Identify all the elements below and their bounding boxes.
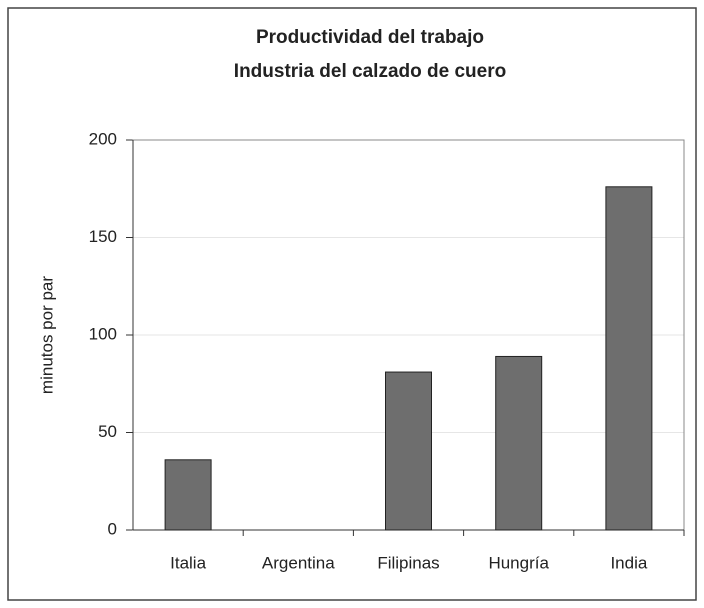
y-tick-label: 50	[98, 422, 117, 441]
y-axis-label: minutos por par	[37, 276, 56, 394]
bar	[495, 355, 543, 531]
x-tick-label: India	[610, 553, 647, 572]
x-tick-label: Filipinas	[377, 553, 439, 572]
bar	[164, 459, 212, 531]
y-tick-label: 100	[89, 324, 117, 343]
y-tick-label: 200	[89, 129, 117, 148]
bar	[605, 186, 653, 531]
chart-frame	[7, 7, 697, 601]
y-tick-label: 150	[89, 227, 117, 246]
chart-subtitle: Industria del calzado de cuero	[234, 61, 506, 82]
bar	[385, 371, 432, 531]
x-tick-label: Hungría	[488, 553, 549, 572]
y-tick-label: 0	[108, 519, 117, 538]
x-tick-label: Italia	[170, 553, 206, 572]
chart-title: Productividad del trabajo	[256, 27, 484, 48]
x-tick-label: Argentina	[262, 553, 335, 572]
